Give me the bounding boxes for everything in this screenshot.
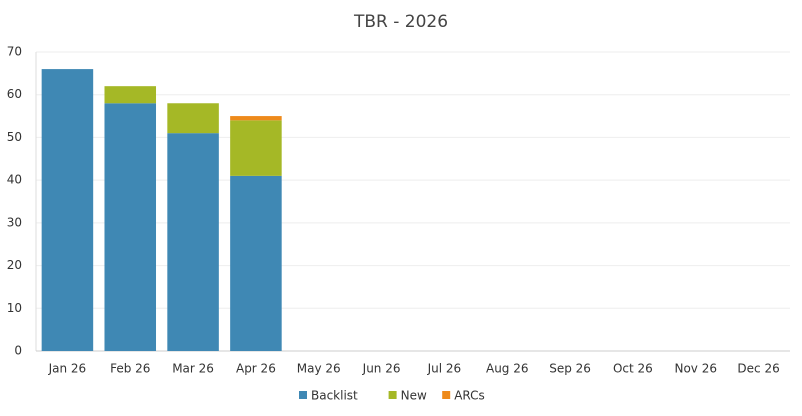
legend-label: Backlist — [311, 389, 358, 403]
y-tick-label: 70 — [7, 45, 22, 59]
x-tick-label: Feb 26 — [110, 362, 150, 376]
bar-segment — [104, 86, 157, 104]
x-tick-label: Jun 26 — [362, 362, 401, 376]
y-tick-label: 40 — [7, 173, 22, 187]
x-tick-label: Mar 26 — [172, 362, 214, 376]
x-tick-label: Dec 26 — [737, 362, 779, 376]
bar-segment — [167, 133, 219, 351]
bar-segment — [167, 103, 219, 134]
legend-label: ARCs — [454, 389, 485, 403]
y-tick-label: 20 — [7, 258, 22, 272]
x-tick-label: May 26 — [297, 362, 341, 376]
x-tick-label: Jul 26 — [427, 362, 462, 376]
y-tick-label: 50 — [7, 130, 22, 144]
y-tick-label: 10 — [7, 301, 22, 315]
bar-segment — [230, 120, 282, 176]
y-tick-label: 0 — [14, 344, 22, 358]
y-tick-label: 60 — [7, 87, 22, 101]
x-tick-label: Oct 26 — [613, 362, 653, 376]
legend-swatch — [299, 391, 307, 399]
bar-segment — [230, 175, 282, 351]
x-tick-label: Apr 26 — [236, 362, 276, 376]
x-tick-label: Jan 26 — [48, 362, 87, 376]
legend-label: New — [401, 389, 427, 403]
bar-segment — [41, 69, 94, 351]
x-tick-label: Aug 26 — [486, 362, 529, 376]
x-tick-label: Nov 26 — [674, 362, 717, 376]
y-tick-label: 30 — [7, 215, 22, 229]
chart-title: TBR - 2026 — [353, 12, 448, 32]
legend-swatch — [442, 391, 451, 399]
bar-segment — [230, 116, 282, 121]
legend-swatch — [388, 391, 397, 399]
bar-segment — [104, 103, 157, 351]
x-tick-label: Sep 26 — [549, 362, 591, 376]
